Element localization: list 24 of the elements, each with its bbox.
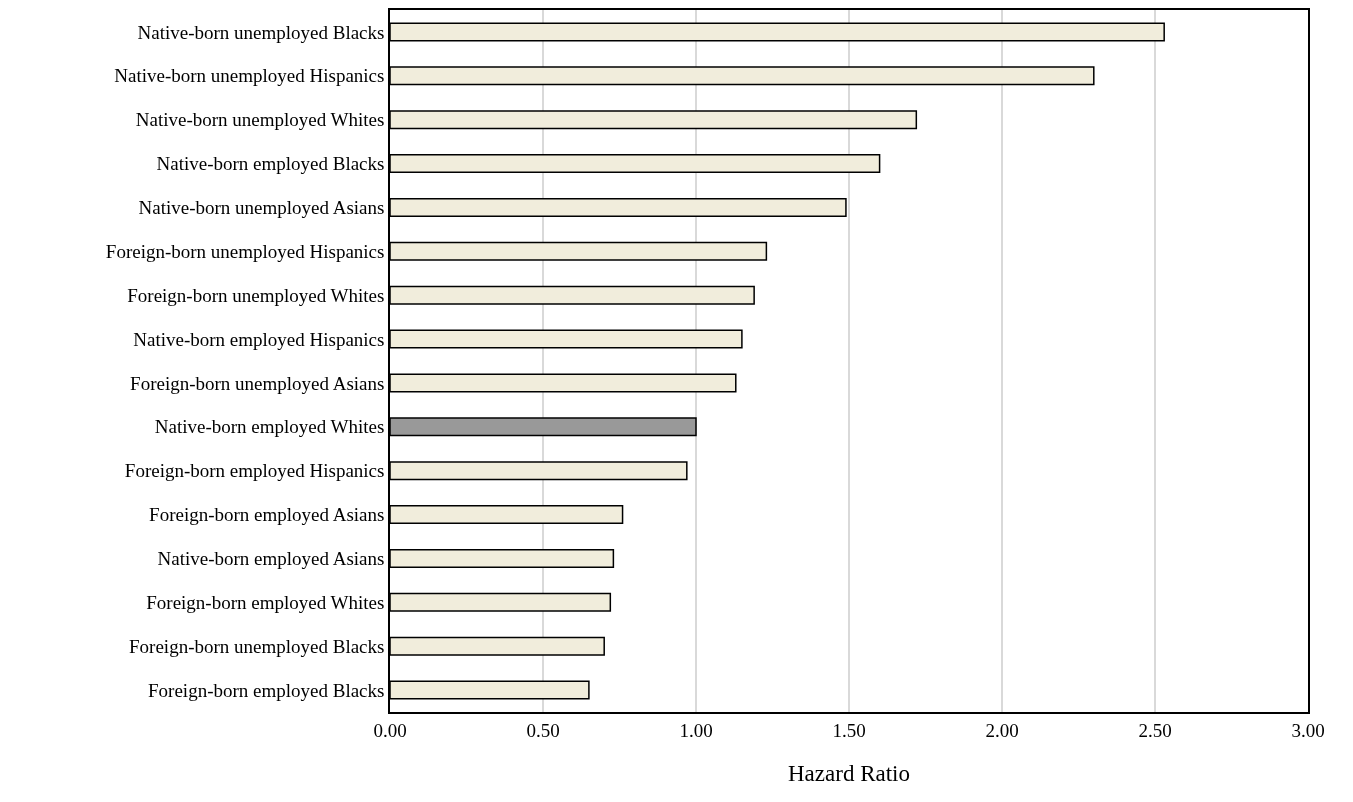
y-tick-label: Foreign-born unemployed Blacks: [129, 635, 385, 657]
y-tick-label: Foreign-born employed Hispanics: [124, 460, 385, 482]
x-tick-label: 2.50: [1138, 719, 1172, 741]
y-tick-label: Native-born unemployed Hispanics: [114, 65, 385, 87]
y-tick-label: Native-born employed Asians: [157, 548, 385, 570]
y-tick-label: Foreign-born unemployed Whites: [127, 284, 385, 306]
y-tick-label: Foreign-born unemployed Hispanics: [105, 240, 385, 262]
x-tick-label: 2.00: [985, 719, 1019, 741]
x-tick-label: 0.00: [373, 719, 407, 741]
y-tick-label: Native-born unemployed Whites: [135, 109, 385, 131]
y-tick-label: Native-born employed Whites: [154, 416, 385, 438]
x-tick-label: 3.00: [1291, 719, 1325, 741]
y-tick-label: Foreign-born employed Asians: [149, 504, 385, 526]
y-tick-label: Native-born employed Blacks: [156, 153, 385, 175]
y-tick-label: Native-born unemployed Asians: [138, 197, 385, 219]
y-tick-label: Foreign-born employed Whites: [146, 591, 385, 613]
y-tick-label: Native-born unemployed Blacks: [137, 21, 385, 43]
x-tick-label: 1.50: [832, 719, 866, 741]
y-tick-label: Native-born employed Hispanics: [133, 328, 385, 350]
x-tick-label: 1.00: [679, 719, 713, 741]
y-tick-label: Foreign-born employed Blacks: [148, 679, 385, 701]
x-tick-label: 0.50: [526, 719, 560, 741]
x-axis-title: Hazard Ratio: [788, 760, 910, 786]
y-tick-label: Foreign-born unemployed Asians: [130, 372, 385, 394]
